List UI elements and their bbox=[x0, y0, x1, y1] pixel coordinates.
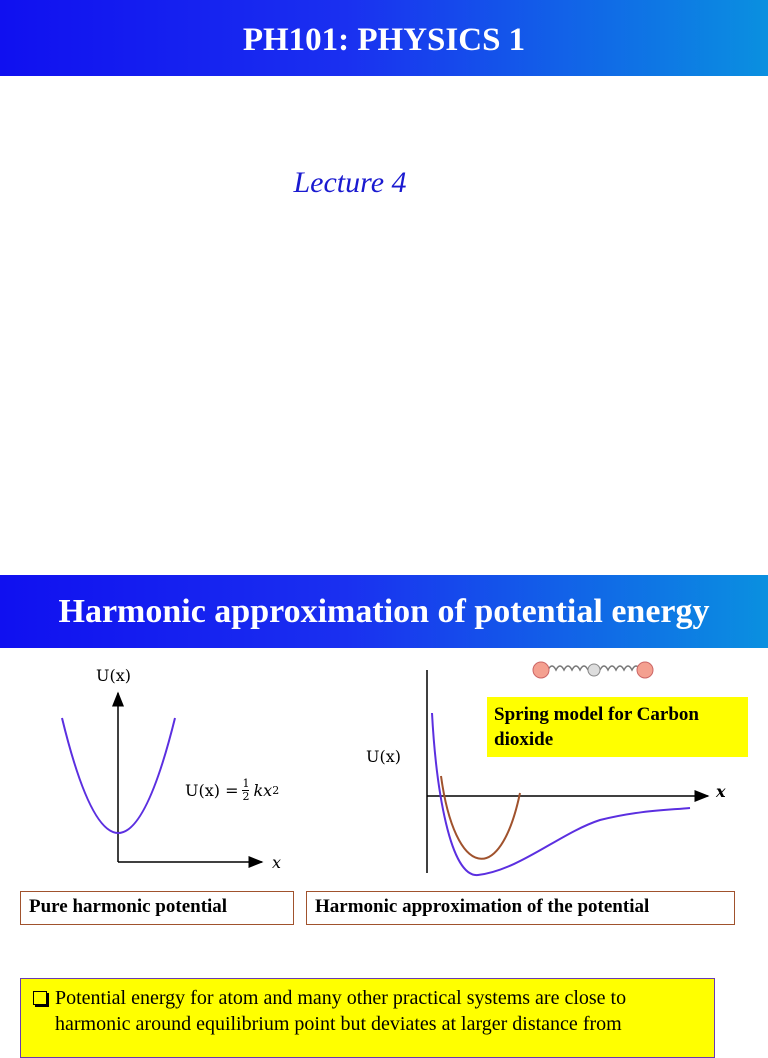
caption-box: Harmonic approximation of the potential bbox=[306, 891, 735, 925]
x-label: x bbox=[716, 782, 726, 801]
bullet-text: Potential energy for atom and many other… bbox=[55, 987, 627, 1035]
exponent: 2 bbox=[272, 784, 280, 797]
eq-rhs: kx bbox=[253, 781, 273, 800]
lecture-label: Lecture 4 bbox=[293, 166, 407, 199]
bullet-box: Potential energy for atom and many other… bbox=[20, 978, 715, 1058]
parabola bbox=[61, 717, 176, 834]
caption-box: Pure harmonic potential bbox=[20, 891, 294, 925]
header-title: PH101: PHYSICS 1 bbox=[0, 0, 768, 76]
note-box: Spring model for Carbon dioxide bbox=[487, 697, 748, 757]
x-label: x bbox=[272, 853, 282, 872]
equation: U(x) = 1 2 kx 2 bbox=[185, 778, 279, 803]
bullet-icon bbox=[33, 991, 47, 1005]
morse-curve bbox=[431, 712, 691, 877]
harmonic-fit bbox=[440, 775, 521, 860]
eq-lhs: U(x) = bbox=[185, 781, 239, 800]
y-label: U(x) bbox=[96, 666, 131, 685]
fraction: 1 2 bbox=[242, 777, 250, 803]
slide-title: Harmonic approximation of potential ener… bbox=[0, 575, 768, 648]
denominator: 2 bbox=[242, 790, 250, 803]
figures bbox=[61, 661, 710, 877]
numerator: 1 bbox=[242, 777, 250, 791]
spring-icon bbox=[532, 661, 654, 679]
y-label: U(x) bbox=[366, 747, 401, 766]
